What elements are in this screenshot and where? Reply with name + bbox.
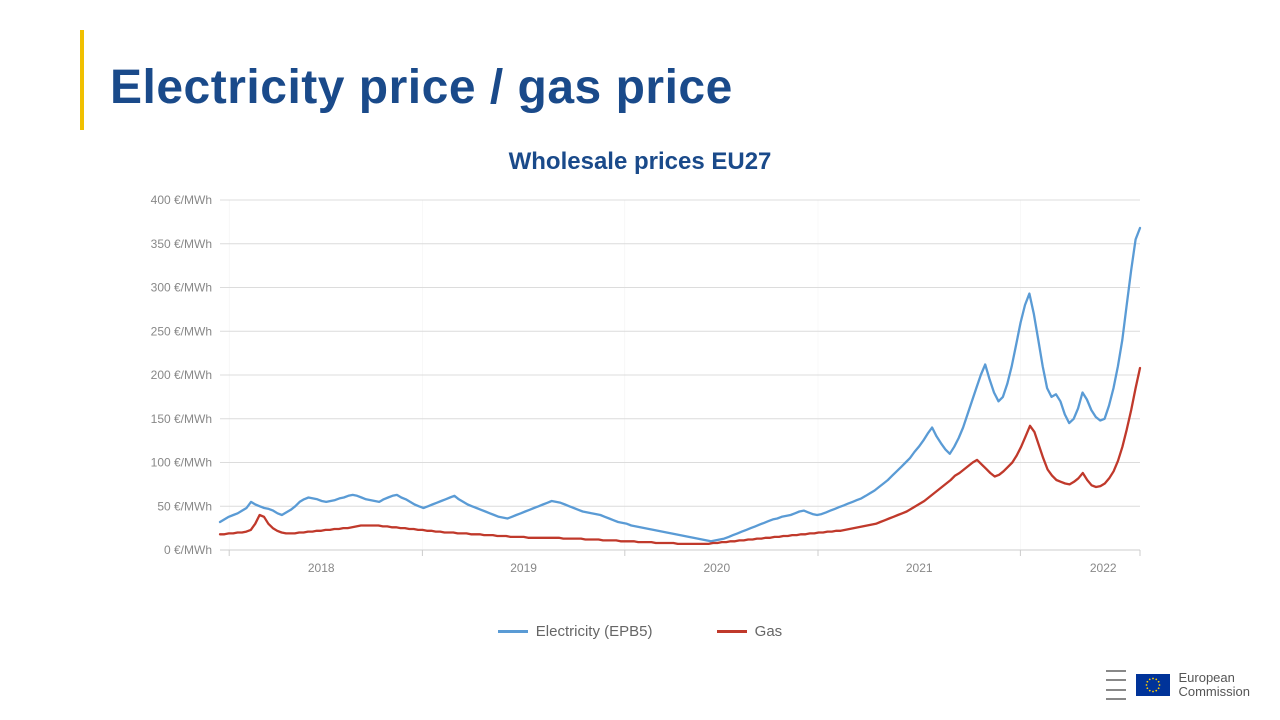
svg-text:400 €/MWh: 400 €/MWh [151,193,212,207]
legend-swatch [717,630,747,633]
svg-text:200 €/MWh: 200 €/MWh [151,368,212,382]
svg-text:250 €/MWh: 250 €/MWh [151,324,212,338]
svg-text:2021: 2021 [906,561,933,575]
line-chart: 0 €/MWh 50 €/MWh 100 €/MWh 150 €/MWh 200 €/M… [130,190,1150,590]
legend-item-electricity: Electricity (EPB5) [498,623,653,640]
svg-text:2020: 2020 [703,561,730,575]
svg-text:50 €/MWh: 50 €/MWh [157,499,212,513]
title-accent-bar [80,30,84,130]
legend-swatch [498,630,528,633]
svg-text:2019: 2019 [510,561,537,575]
legend-label: Gas [755,623,783,640]
legend-item-gas: Gas [717,623,783,640]
logo-text: European Commission [1178,671,1250,700]
ec-logo: European Commission [1106,670,1250,700]
svg-text:0 €/MWh: 0 €/MWh [164,543,212,557]
chart-legend: Electricity (EPB5) Gas [0,620,1280,640]
eu-flag-icon [1136,674,1170,696]
slide: Electricity price / gas price Wholesale … [0,0,1280,720]
svg-text:2022: 2022 [1090,561,1117,575]
page-title: Electricity price / gas price [110,60,733,115]
chart-subtitle: Wholesale prices EU27 [0,148,1280,176]
svg-text:2018: 2018 [308,561,335,575]
svg-text:100 €/MWh: 100 €/MWh [151,456,212,470]
chart-svg: 0 €/MWh 50 €/MWh 100 €/MWh 150 €/MWh 200 €/M… [130,190,1150,590]
svg-text:300 €/MWh: 300 €/MWh [151,281,212,295]
svg-text:150 €/MWh: 150 €/MWh [151,412,212,426]
legend-label: Electricity (EPB5) [536,623,653,640]
svg-text:350 €/MWh: 350 €/MWh [151,237,212,251]
logo-bars-icon [1106,670,1126,700]
